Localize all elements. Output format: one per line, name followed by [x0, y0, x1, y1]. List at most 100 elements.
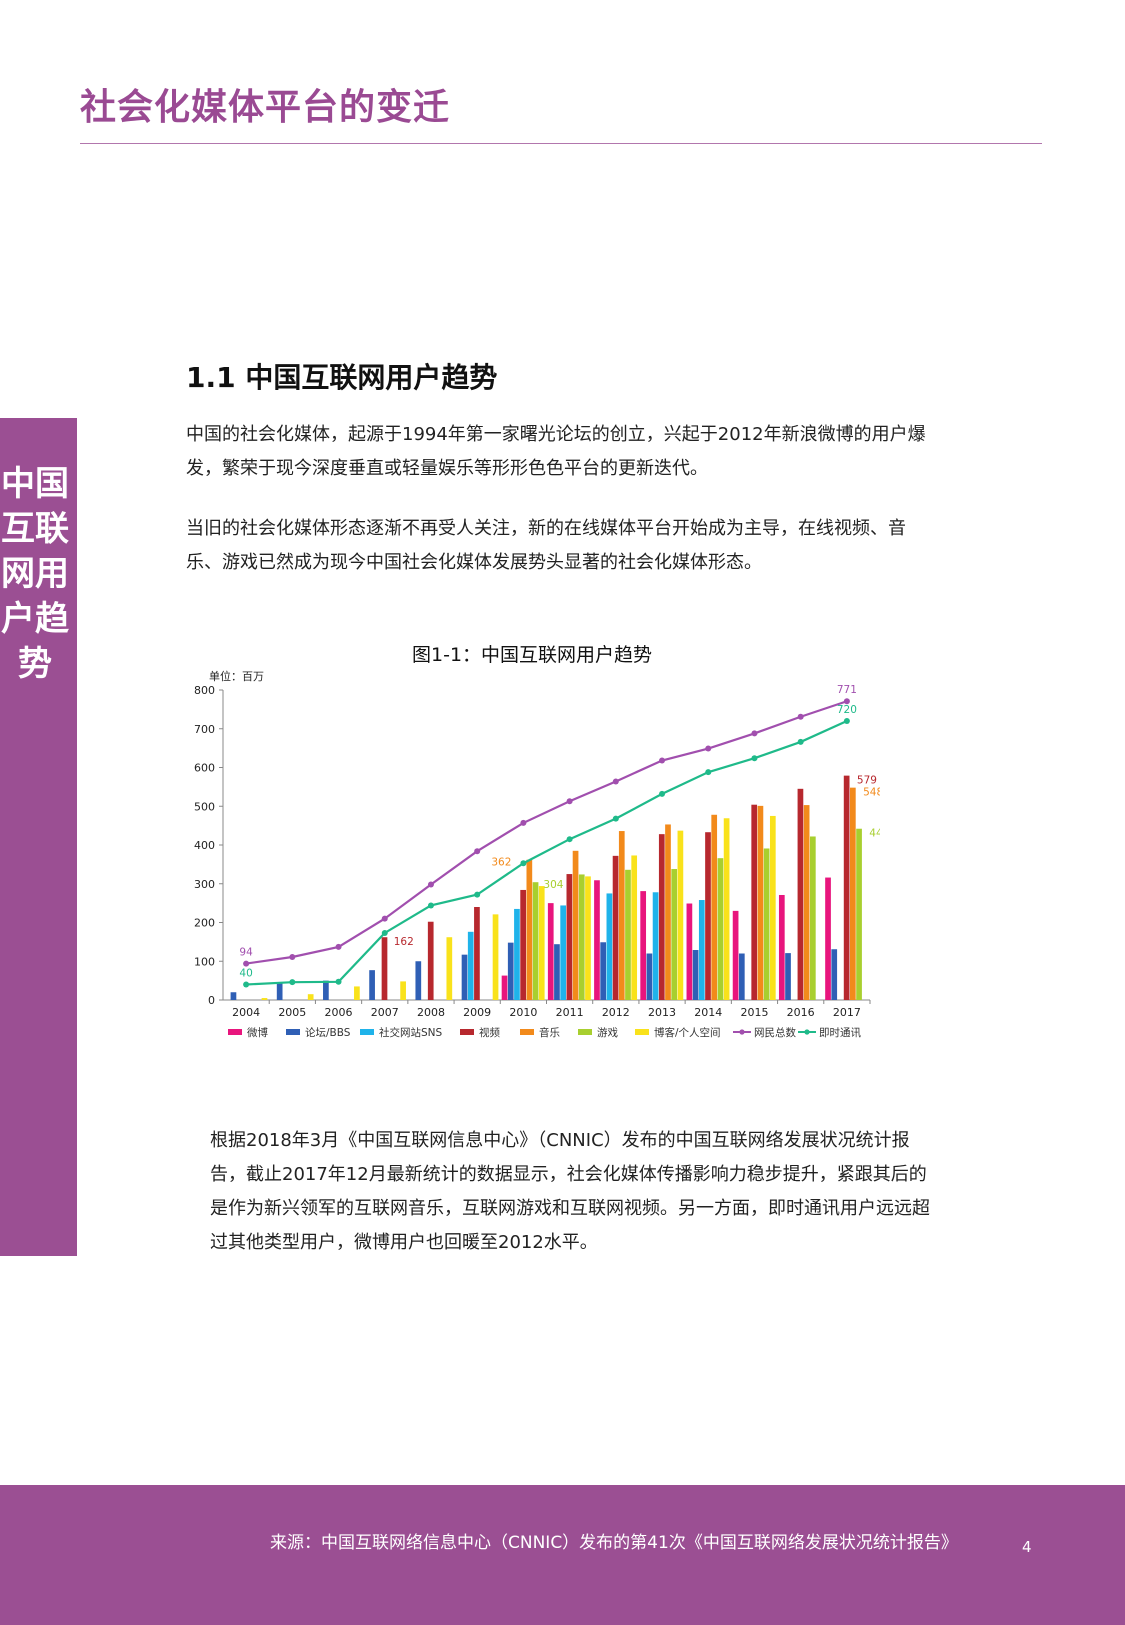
x-tick-label: 2012 — [602, 1006, 630, 1019]
bar-微博-2016 — [778, 894, 785, 1000]
bar-博客/个人空间-2012 — [631, 855, 638, 1000]
legend-swatch-论坛/BBS — [286, 1029, 300, 1035]
x-tick-label: 2008 — [417, 1006, 445, 1019]
chart-title: 图1-1：中国互联网用户趋势 — [412, 644, 653, 666]
point-即时通讯-2008 — [427, 902, 434, 909]
bar-论坛/BBS-2008 — [415, 961, 422, 1000]
bar-论坛/BBS-2014 — [692, 950, 699, 1000]
legend-label-视频: 视频 — [479, 1026, 500, 1039]
point-即时通讯-2004 — [243, 981, 250, 988]
legend-label-社交网站SNS: 社交网站SNS — [379, 1026, 443, 1039]
intro-paragraph-2: 当旧的社会化媒体形态逐渐不再受人关注，新的在线媒体平台开始成为主导，在线视频、音… — [186, 518, 906, 573]
bar-博客/个人空间-2009 — [492, 914, 499, 1000]
section-heading: 1.1 中国互联网用户趋势 — [186, 361, 498, 394]
legend-swatch-视频 — [460, 1029, 474, 1035]
bar-微博-2012 — [594, 880, 600, 1000]
bar-论坛/BBS-2015 — [738, 953, 745, 1000]
legend-marker-网民总数 — [739, 1029, 745, 1035]
bar-微博-2017 — [825, 877, 831, 1000]
x-tick-label: 2013 — [648, 1006, 676, 1019]
bar-视频-2012 — [612, 855, 619, 1000]
bar-博客/个人空间-2006 — [354, 986, 360, 1000]
bar-论坛/BBS-2009 — [461, 954, 468, 1000]
bar-论坛/BBS-2011 — [554, 944, 560, 1000]
bar-社交网站SNS-2011 — [560, 905, 567, 1000]
point-网民总数-2009 — [474, 848, 481, 855]
x-tick-label: 2011 — [556, 1006, 584, 1019]
bar-论坛/BBS-2004 — [230, 992, 237, 1000]
side-label: 中国互联网用户趋势 — [1, 464, 69, 684]
point-网民总数-2012 — [612, 778, 619, 785]
y-tick-label: 400 — [194, 839, 215, 852]
legend-label-博客/个人空间: 博客/个人空间 — [654, 1026, 721, 1039]
bar-博客/个人空间-2008 — [446, 937, 453, 1000]
bar-微博-2015 — [732, 910, 739, 1000]
x-tick-label: 2016 — [787, 1006, 815, 1019]
point-网民总数-2010 — [520, 819, 527, 826]
data-label-音乐-2017: 548 — [863, 787, 880, 799]
bar-博客/个人空间-2015 — [769, 815, 776, 1000]
x-tick-label: 2009 — [463, 1006, 491, 1019]
data-label-即时通讯-2017: 720 — [837, 704, 857, 716]
bar-微博-2011 — [547, 903, 554, 1000]
bar-论坛/BBS-2005 — [276, 982, 283, 1000]
bar-社交网站SNS-2012 — [606, 893, 613, 1000]
bar-视频-2009 — [474, 907, 480, 1000]
point-即时通讯-2006 — [335, 978, 342, 985]
bar-音乐-2010 — [526, 859, 533, 1000]
y-tick-label: 300 — [194, 878, 215, 891]
bar-微博-2010 — [501, 975, 508, 1000]
x-tick-label: 2014 — [694, 1006, 722, 1019]
point-网民总数-2007 — [381, 915, 388, 922]
data-label-视频-2017: 579 — [857, 775, 877, 787]
y-tick-label: 200 — [194, 917, 215, 930]
legend-swatch-游戏 — [578, 1029, 592, 1035]
bar-视频-2007 — [381, 937, 388, 1000]
bar-博客/个人空间-2011 — [585, 876, 591, 1000]
bar-音乐-2017 — [849, 787, 856, 1000]
bar-游戏-2011 — [578, 874, 585, 1000]
point-即时通讯-2016 — [797, 738, 804, 745]
footer-source: 来源：中国互联网络信息中心（CNNIC）发布的第41次《中国互联网络发展状况统计… — [270, 1533, 958, 1553]
bar-视频-2014 — [705, 832, 711, 1000]
bar-音乐-2015 — [757, 805, 764, 1000]
x-tick-label: 2004 — [232, 1006, 260, 1019]
bar-社交网站SNS-2014 — [698, 900, 705, 1000]
bar-论坛/BBS-2012 — [600, 942, 607, 1000]
bar-视频-2011 — [566, 874, 573, 1000]
y-tick-label: 600 — [194, 762, 215, 775]
bar-论坛/BBS-2016 — [785, 953, 791, 1000]
chart-unit-label: 单位：百万 — [209, 669, 264, 683]
bar-视频-2017 — [843, 775, 850, 1000]
legend-swatch-音乐 — [520, 1029, 534, 1035]
y-tick-label: 700 — [194, 723, 215, 736]
bar-游戏-2017 — [856, 828, 862, 1000]
point-网民总数-2011 — [566, 798, 573, 805]
bar-论坛/BBS-2007 — [369, 970, 375, 1000]
bar-博客/个人空间-2005 — [307, 994, 314, 1000]
point-即时通讯-2017 — [843, 718, 850, 724]
y-tick-label: 500 — [194, 800, 215, 813]
bar-游戏-2010 — [532, 882, 539, 1000]
bar-视频-2010 — [520, 889, 526, 1000]
x-tick-label: 2015 — [740, 1006, 768, 1019]
point-即时通讯-2009 — [474, 891, 481, 898]
y-tick-label: 0 — [208, 994, 215, 1007]
user-trend-chart: 单位：百万 0 100 200 300 400 500 600 700 800 2004 2005 20… — [194, 669, 880, 1039]
data-label-即时通讯-2004: 40 — [239, 968, 252, 980]
bar-博客/个人空间-2010 — [538, 886, 545, 1000]
point-网民总数-2017 — [843, 698, 850, 705]
x-tick-label: 2017 — [833, 1006, 861, 1019]
point-即时通讯-2005 — [289, 979, 296, 986]
legend-label-微博: 微博 — [247, 1026, 268, 1039]
point-网民总数-2004 — [243, 960, 250, 967]
bar-论坛/BBS-2017 — [831, 949, 838, 1000]
bar-音乐-2013 — [665, 824, 671, 1000]
bar-博客/个人空间-2004 — [261, 998, 268, 1000]
bar-社交网站SNS-2009 — [467, 931, 474, 1000]
bar-论坛/BBS-2013 — [646, 953, 653, 1000]
legend-swatch-社交网站SNS — [360, 1029, 374, 1035]
legend-label-论坛/BBS: 论坛/BBS — [305, 1026, 351, 1039]
intro-paragraph-1: 中国的社会化媒体，起源于1994年第一家曙光论坛的创立，兴起于2012年新浪微博… — [186, 424, 926, 479]
page-number: 4 — [1022, 1538, 1032, 1556]
